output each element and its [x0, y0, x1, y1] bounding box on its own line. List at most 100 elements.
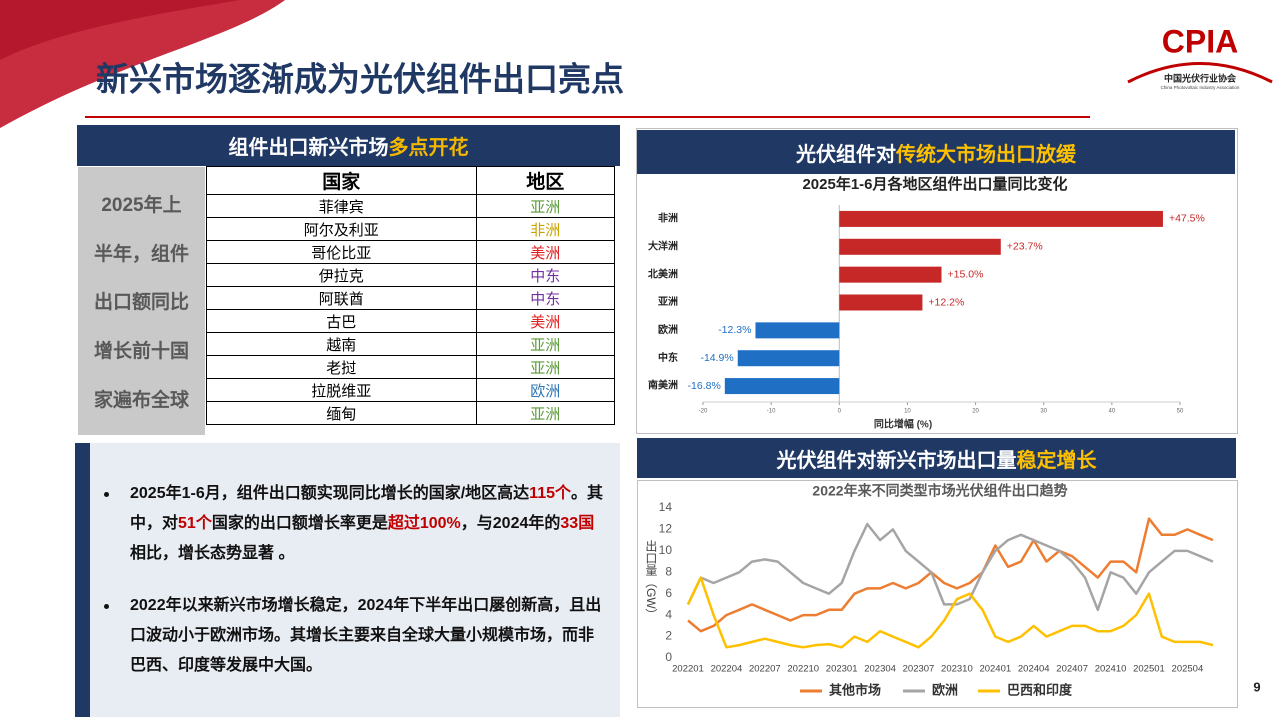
- logo-text: CPIA: [1162, 23, 1238, 59]
- slide-title: 新兴市场逐渐成为光伏组件出口亮点: [96, 61, 624, 98]
- table-row: 拉脱维亚 欧洲: [206, 378, 616, 402]
- value-label: -16.8%: [688, 380, 721, 392]
- x-tick-label: 20: [972, 409, 979, 415]
- category-label: 欧洲: [658, 323, 678, 336]
- bar: [724, 378, 840, 395]
- x-axis-label: 同比增幅 (%): [874, 418, 932, 431]
- left-header: 组件出口新兴市场 多点开花: [77, 125, 620, 166]
- country-cell: 菲律宾: [206, 194, 477, 218]
- summary-line: 半年，组件: [93, 243, 189, 265]
- column-header: 国家: [206, 166, 477, 195]
- y-axis-label: 出口量（GW）: [644, 540, 658, 621]
- country-cell: 老挝: [206, 355, 477, 379]
- summary-line: 2025年上: [101, 194, 182, 216]
- summary-line: 家遍布全球: [93, 390, 189, 412]
- table-row: 缅甸 亚洲: [206, 401, 616, 425]
- category-label: 中东: [658, 351, 678, 364]
- summary-line: 出口额同比: [93, 292, 189, 314]
- table-row: 哥伦比亚 美洲: [206, 240, 616, 264]
- bullet-text: 。其中，对: [130, 485, 604, 532]
- table-row: 老挝 亚洲: [206, 355, 616, 379]
- series-line: [686, 576, 1214, 649]
- bullet-text: 51个: [178, 515, 212, 532]
- x-tick-label: 10: [904, 409, 911, 415]
- logo-arc: [1127, 62, 1273, 84]
- value-label: +12.2%: [928, 296, 964, 308]
- bullet-text: 33国: [560, 515, 595, 532]
- chart-title: 2022年来不同类型市场光伏组件出口趋势: [812, 483, 1067, 499]
- table-row: 阿尔及利亚 非洲: [206, 217, 616, 241]
- value-label: -12.3%: [718, 324, 751, 336]
- x-tick-label: -10: [767, 409, 776, 415]
- bar: [839, 266, 942, 283]
- region-cell: 中东: [475, 263, 616, 287]
- bullet-text: 2022年以来新兴市场增长稳定，2024年下半年出口屡创新高，且出口波动小于欧洲…: [130, 597, 602, 674]
- x-tick-label: 202401: [979, 664, 1011, 675]
- x-tick-label: 202310: [941, 664, 973, 675]
- country-cell: 拉脱维亚: [206, 378, 477, 402]
- legend-label: 其他市场: [829, 682, 881, 697]
- category-label: 非洲: [658, 212, 678, 225]
- country-cell: 伊拉克: [206, 263, 477, 287]
- y-tick-label: 4: [665, 607, 672, 621]
- x-tick-label: 202301: [826, 664, 858, 675]
- y-tick-label: 6: [665, 586, 672, 600]
- table-row: 阿联酋 中东: [206, 286, 616, 310]
- logo-subtitle: 中国光伏行业协会: [1164, 72, 1237, 83]
- country-table: 国家 地区 菲律宾 亚洲 阿尔及利亚 非洲 哥伦比亚 美洲 伊拉克 中东 阿联酋 中东 古巴 美洲 越南 亚洲…: [206, 166, 616, 425]
- bar: [839, 238, 1001, 255]
- x-tick-label: 0: [838, 409, 842, 415]
- header-text: 光伏组件对新兴市场出口量: [776, 449, 1017, 472]
- summary-line: 增长前十国: [93, 341, 189, 363]
- summary-box: 2025年上 半年，组件出口额同比增长前十国家遍布全球: [78, 167, 205, 435]
- x-tick-label: 40: [1109, 409, 1116, 415]
- x-tick-label: 202504: [1172, 664, 1204, 675]
- corner-decoration: [0, 0, 285, 128]
- panel-header: 光伏组件对新兴市场出口量 稳定增长: [637, 438, 1236, 478]
- value-label: +47.5%: [1169, 213, 1205, 225]
- x-tick-label: 30: [1040, 409, 1047, 415]
- bar: [839, 210, 1163, 227]
- region-cell: 美洲: [475, 240, 616, 264]
- series-line: [686, 522, 1214, 612]
- header-row: 国家 地区: [206, 166, 616, 195]
- header-text: 组件出口新兴市场: [228, 137, 389, 159]
- bullet-dot: [104, 604, 109, 609]
- bullet-text: 115个: [529, 485, 571, 502]
- chart-title: 2025年1-6月各地区组件出口量同比变化: [802, 175, 1067, 193]
- y-tick-label: 2: [665, 629, 672, 643]
- value-label: +15.0%: [948, 268, 984, 280]
- header-text: 稳定增长: [1016, 449, 1097, 472]
- value-label: +23.7%: [1007, 241, 1043, 253]
- bar: [839, 294, 923, 311]
- region-cell: 非洲: [475, 217, 616, 241]
- line-panel: [637, 480, 1238, 708]
- x-tick-label: 202204: [711, 664, 743, 675]
- bullet-text: 相比，增长态势显著 。: [130, 545, 295, 562]
- bullet-text: 国家的出口额增长率更是: [211, 515, 388, 532]
- header-text: 传统大市场出口放缓: [896, 143, 1076, 166]
- bullet-text: 超过100%: [387, 515, 461, 532]
- country-cell: 缅甸: [206, 401, 477, 425]
- legend-label: 巴西和印度: [1007, 682, 1073, 697]
- country-cell: 阿尔及利亚: [206, 217, 477, 241]
- category-label: 大洋洲: [648, 239, 678, 252]
- column-header: 地区: [475, 166, 616, 195]
- bullet-dot: [104, 492, 109, 497]
- x-tick-label: 50: [1177, 409, 1184, 415]
- x-tick-label: 202210: [787, 664, 819, 675]
- y-tick-label: 12: [659, 522, 673, 536]
- table-row: 伊拉克 中东: [206, 263, 616, 287]
- series-line: [687, 517, 1214, 633]
- region-cell: 亚洲: [475, 332, 616, 356]
- bullet-box: 2025年1-6月，组件出口额实现同比增长的国家/地区高达115个。其中，对51…: [75, 443, 620, 717]
- bar: [737, 350, 840, 367]
- country-cell: 哥伦比亚: [206, 240, 477, 264]
- bullet-text: 2025年1-6月，组件出口额实现同比增长的国家/地区高达: [130, 485, 530, 502]
- category-label: 南美洲: [648, 379, 678, 392]
- y-tick-label: 14: [659, 500, 673, 514]
- region-cell: 中东: [475, 286, 616, 310]
